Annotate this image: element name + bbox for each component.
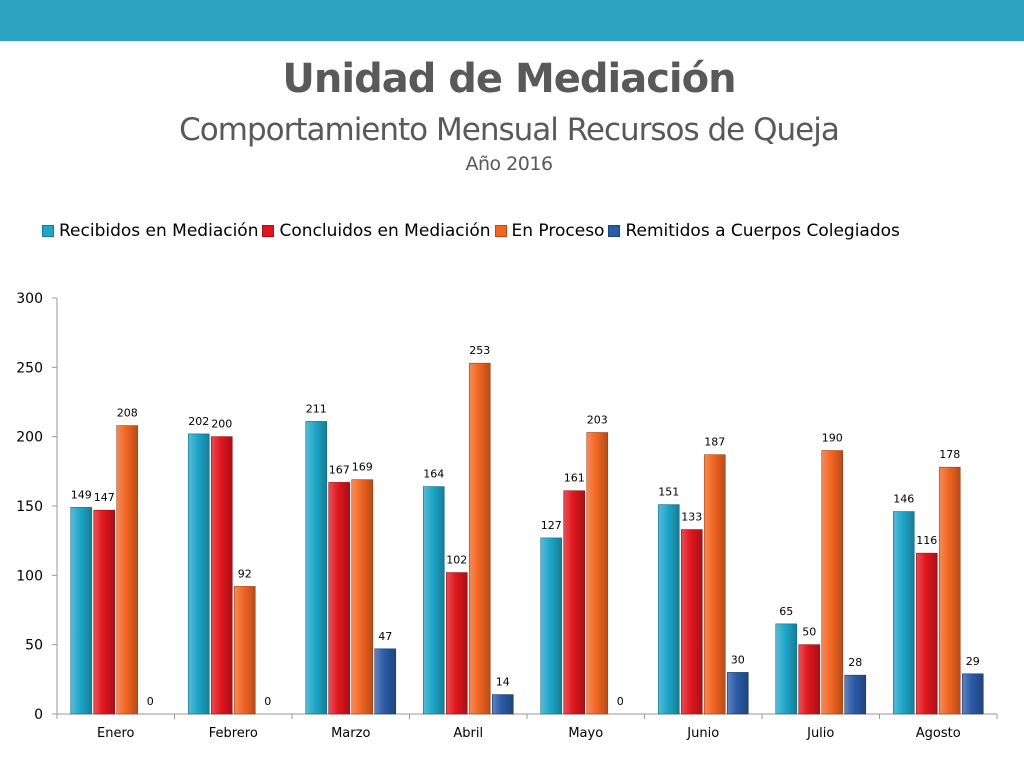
legend-label: En Proceso xyxy=(511,221,605,241)
legend-swatch xyxy=(608,225,621,237)
legend-item: Recibidos en Mediación xyxy=(42,221,258,241)
legend-swatch xyxy=(494,225,507,237)
bar-3-3 xyxy=(491,694,514,715)
bar-0-2 xyxy=(305,421,328,715)
data-label: 30 xyxy=(731,653,745,666)
data-label: 169 xyxy=(352,461,373,474)
legend-label: Remitidos a Cuerpos Colegiados xyxy=(625,221,900,241)
data-label: 29 xyxy=(966,655,980,668)
data-label: 127 xyxy=(541,519,562,532)
data-label: 0 xyxy=(617,695,624,708)
bar-0-5 xyxy=(657,504,680,715)
slide-title: Unidad de Mediación xyxy=(282,56,736,102)
data-label: 47 xyxy=(378,630,392,643)
bar-2-1 xyxy=(233,586,256,715)
chart-labels: Enero 149 147 208 0 Febrero 202 200 92 0 Marzo 211 1… xyxy=(71,344,980,741)
data-label: 253 xyxy=(469,344,490,357)
data-label: 167 xyxy=(329,463,350,476)
bar-1-4 xyxy=(563,490,586,715)
data-label: 149 xyxy=(71,488,92,501)
data-label: 211 xyxy=(306,402,327,415)
bar-0-3 xyxy=(422,486,445,715)
bar-0-0 xyxy=(70,507,93,715)
x-category-label: Abril xyxy=(453,726,483,741)
data-label: 0 xyxy=(147,695,154,708)
bar-2-2 xyxy=(351,479,374,715)
data-label: 200 xyxy=(211,418,232,431)
x-category-label: Julio xyxy=(806,726,834,741)
legend-item: Remitidos a Cuerpos Colegiados xyxy=(608,221,900,241)
x-category-label: Marzo xyxy=(331,726,370,741)
bar-0-1 xyxy=(187,433,210,715)
bar-2-0 xyxy=(116,425,139,715)
bar-0-6 xyxy=(775,623,798,715)
y-tick-label: 100 xyxy=(16,568,43,584)
data-label: 102 xyxy=(446,554,467,567)
y-tick-label: 50 xyxy=(25,638,43,654)
bar-1-7 xyxy=(915,552,938,715)
data-label: 178 xyxy=(939,448,960,461)
bar-2-5 xyxy=(703,454,726,715)
data-label: 203 xyxy=(587,414,608,427)
y-tick-label: 250 xyxy=(16,360,43,376)
bar-3-2 xyxy=(374,648,397,715)
bar-3-6 xyxy=(844,674,867,715)
bar-3-5 xyxy=(726,672,749,715)
data-label: 190 xyxy=(822,432,843,445)
bar-3-7 xyxy=(961,673,984,715)
data-label: 116 xyxy=(916,534,937,547)
chart-bars xyxy=(70,362,984,715)
data-label: 164 xyxy=(423,468,444,481)
x-category-label: Febrero xyxy=(209,726,258,741)
y-tick-label: 150 xyxy=(16,499,43,515)
data-label: 151 xyxy=(658,486,679,499)
legend-swatch xyxy=(262,225,275,237)
data-label: 14 xyxy=(496,676,510,689)
bar-1-0 xyxy=(93,509,116,715)
data-label: 50 xyxy=(802,626,816,639)
legend-label: Recibidos en Mediación xyxy=(59,221,259,241)
legend-item: Concluidos en Mediación xyxy=(262,221,491,241)
legend-item: En Proceso xyxy=(494,221,605,241)
legend-label: Concluidos en Mediación xyxy=(279,221,491,241)
chart-legend: Recibidos en Mediación Concluidos en Med… xyxy=(42,218,904,244)
data-label: 65 xyxy=(779,605,793,618)
data-label: 133 xyxy=(681,511,702,524)
y-tick-label: 200 xyxy=(16,430,43,446)
data-label: 92 xyxy=(238,567,252,580)
top-accent-bar xyxy=(0,0,1024,41)
data-label: 161 xyxy=(564,472,585,485)
x-category-label: Enero xyxy=(97,726,135,741)
data-label: 28 xyxy=(848,656,862,669)
x-category-label: Agosto xyxy=(916,726,961,741)
bar-1-1 xyxy=(210,436,233,715)
bar-0-4 xyxy=(540,537,563,715)
legend-swatch xyxy=(42,225,54,237)
y-tick-label: 0 xyxy=(34,707,43,723)
bar-2-7 xyxy=(938,466,961,715)
slide-subtitle: Comportamiento Mensual Recursos de Queja xyxy=(179,112,840,148)
data-label: 208 xyxy=(117,407,138,420)
data-label: 202 xyxy=(188,415,209,428)
bar-2-4 xyxy=(586,432,609,715)
y-tick-label: 300 xyxy=(16,291,43,307)
bar-0-7 xyxy=(892,511,915,715)
bar-1-5 xyxy=(680,529,703,715)
bar-1-6 xyxy=(798,644,821,715)
data-label: 146 xyxy=(893,493,914,506)
x-category-label: Junio xyxy=(686,726,719,741)
data-label: 187 xyxy=(704,436,725,449)
slide-year: Año 2016 xyxy=(465,153,553,175)
data-label: 147 xyxy=(94,491,115,504)
x-category-label: Mayo xyxy=(568,726,603,741)
bar-1-3 xyxy=(445,572,468,715)
data-label: 0 xyxy=(264,695,271,708)
bar-2-3 xyxy=(468,362,491,715)
bar-2-6 xyxy=(821,450,844,715)
bar-1-2 xyxy=(328,482,351,715)
